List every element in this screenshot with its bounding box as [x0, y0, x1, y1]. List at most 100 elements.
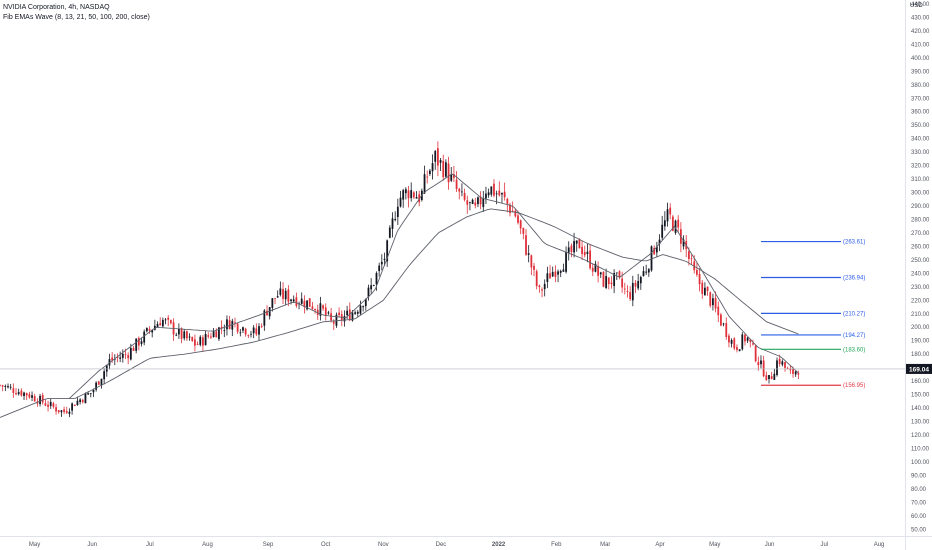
candle — [720, 312, 722, 327]
candle — [645, 264, 648, 275]
candle — [223, 324, 226, 338]
y-tick-label: 300.00 — [911, 191, 930, 197]
candle — [244, 327, 247, 337]
candle — [567, 241, 570, 261]
candle — [695, 262, 698, 277]
y-tick-label: 110.00 — [911, 446, 930, 452]
level-label: (236.94) — [843, 275, 865, 281]
candle — [212, 328, 215, 338]
candle — [116, 353, 119, 363]
candle — [202, 335, 204, 352]
candle — [722, 322, 725, 327]
candle — [49, 398, 52, 409]
candle — [591, 263, 594, 277]
y-tick-label: 80.00 — [911, 487, 927, 493]
symbol-title[interactable]: NVIDIA Corporation, 4h, NASDAQ — [3, 4, 110, 11]
candle — [626, 285, 629, 298]
candle — [607, 277, 610, 290]
y-tick-label: 260.00 — [911, 244, 930, 250]
y-tick-label: 390.00 — [911, 69, 930, 75]
candle — [794, 370, 797, 377]
candle — [447, 156, 450, 190]
candle — [266, 305, 268, 316]
candle — [583, 245, 586, 258]
candle — [757, 356, 760, 371]
candle — [33, 393, 36, 402]
y-tick-label: 440.00 — [911, 2, 930, 8]
candle — [252, 325, 255, 339]
candle — [348, 302, 351, 322]
x-tick-label: May — [29, 542, 40, 548]
candle — [599, 271, 602, 279]
candle — [148, 326, 151, 334]
candle — [559, 269, 562, 278]
candle — [570, 243, 573, 258]
candle — [300, 292, 303, 305]
candle — [712, 293, 714, 311]
candle — [741, 332, 744, 351]
last-price-label: 169.04 — [909, 366, 929, 373]
x-tick-label: Aug — [202, 542, 213, 548]
candle — [522, 227, 525, 240]
candle — [487, 188, 490, 198]
candle — [623, 282, 626, 295]
candle — [690, 254, 693, 266]
candle — [605, 268, 608, 290]
candle — [770, 371, 773, 380]
candle — [399, 190, 402, 208]
candle — [431, 154, 434, 180]
candle — [121, 349, 124, 363]
candle — [514, 208, 517, 218]
candle — [631, 275, 634, 307]
candle — [220, 320, 223, 335]
y-tick-label: 130.00 — [911, 420, 930, 426]
candle — [738, 349, 741, 352]
candle — [303, 295, 306, 314]
y-tick-label: 420.00 — [911, 29, 930, 35]
x-tick-label: Feb — [551, 542, 562, 548]
candle — [258, 323, 260, 341]
candle — [789, 365, 792, 375]
y-tick-label: 180.00 — [911, 352, 930, 358]
candle — [658, 234, 661, 252]
candle — [76, 396, 79, 406]
x-tick-label: Sep — [263, 542, 274, 548]
candle — [543, 279, 546, 297]
candle — [274, 297, 276, 305]
candle — [797, 370, 800, 380]
candle — [428, 168, 431, 176]
candle — [578, 238, 581, 249]
candle — [276, 290, 279, 299]
candle — [156, 321, 159, 328]
candle — [268, 307, 271, 320]
candle — [551, 266, 554, 278]
candle — [501, 192, 503, 204]
y-tick-label: 100.00 — [911, 460, 930, 466]
candle — [228, 315, 231, 330]
y-tick-label: 140.00 — [911, 406, 930, 412]
candle — [754, 344, 757, 363]
candle — [562, 263, 565, 272]
candle — [557, 269, 559, 283]
candle — [298, 301, 300, 310]
candle — [661, 215, 664, 241]
y-tick-label: 160.00 — [911, 379, 930, 385]
y-tick-label: 190.00 — [911, 339, 930, 345]
candle — [453, 165, 455, 183]
candle — [9, 383, 12, 390]
candle — [340, 310, 343, 327]
candle — [471, 198, 474, 205]
candle — [701, 280, 704, 299]
candle — [378, 262, 381, 277]
candle — [119, 351, 122, 363]
candle — [442, 154, 445, 181]
candle — [404, 187, 407, 200]
candle — [549, 265, 551, 279]
candle — [776, 357, 778, 377]
candle — [79, 398, 82, 405]
indicator-title[interactable]: Fib EMAs Wave (8, 13, 21, 50, 100, 200, … — [3, 14, 150, 21]
candle — [172, 318, 175, 341]
candle — [52, 401, 55, 409]
